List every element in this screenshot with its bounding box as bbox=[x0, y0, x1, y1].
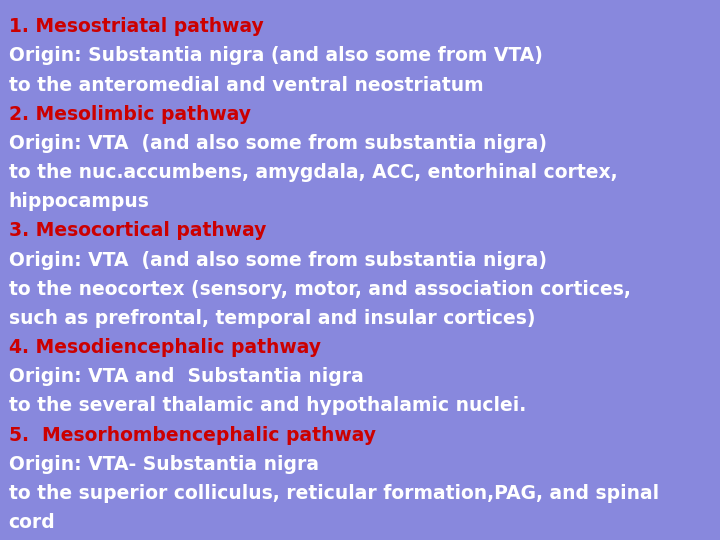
Text: hippocampus: hippocampus bbox=[9, 192, 150, 211]
Text: to the anteromedial and ventral neostriatum: to the anteromedial and ventral neostria… bbox=[9, 76, 483, 94]
Text: Origin: VTA  (and also some from substantia nigra): Origin: VTA (and also some from substant… bbox=[9, 134, 546, 153]
Text: 5.  Mesorhombencephalic pathway: 5. Mesorhombencephalic pathway bbox=[9, 426, 376, 444]
Text: such as prefrontal, temporal and insular cortices): such as prefrontal, temporal and insular… bbox=[9, 309, 535, 328]
Text: Origin: VTA and  Substantia nigra: Origin: VTA and Substantia nigra bbox=[9, 367, 364, 386]
Text: to the nuc.accumbens, amygdala, ACC, entorhinal cortex,: to the nuc.accumbens, amygdala, ACC, ent… bbox=[9, 163, 617, 182]
Text: Origin: VTA- Substantia nigra: Origin: VTA- Substantia nigra bbox=[9, 455, 319, 474]
Text: to the superior colliculus, reticular formation,PAG, and spinal: to the superior colliculus, reticular fo… bbox=[9, 484, 659, 503]
Text: to the several thalamic and hypothalamic nuclei.: to the several thalamic and hypothalamic… bbox=[9, 396, 526, 415]
Text: to the neocortex (sensory, motor, and association cortices,: to the neocortex (sensory, motor, and as… bbox=[9, 280, 631, 299]
Text: Origin: VTA  (and also some from substantia nigra): Origin: VTA (and also some from substant… bbox=[9, 251, 546, 269]
Text: 2. Mesolimbic pathway: 2. Mesolimbic pathway bbox=[9, 105, 251, 124]
Text: 3. Mesocortical pathway: 3. Mesocortical pathway bbox=[9, 221, 266, 240]
Text: Origin: Substantia nigra (and also some from VTA): Origin: Substantia nigra (and also some … bbox=[9, 46, 542, 65]
Text: cord: cord bbox=[9, 513, 55, 532]
Text: 1. Mesostriatal pathway: 1. Mesostriatal pathway bbox=[9, 17, 264, 36]
Text: 4. Mesodiencephalic pathway: 4. Mesodiencephalic pathway bbox=[9, 338, 320, 357]
